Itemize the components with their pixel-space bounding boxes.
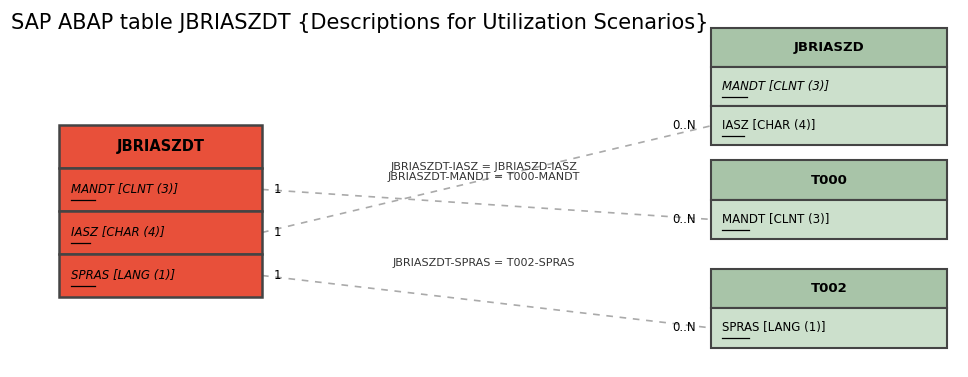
Text: 1: 1 — [274, 269, 281, 282]
Bar — [711, 67, 948, 106]
Text: 1: 1 — [274, 226, 281, 239]
Bar — [711, 308, 948, 348]
Text: T002: T002 — [810, 282, 847, 295]
Text: IASZ [CHAR (4)]: IASZ [CHAR (4)] — [71, 226, 165, 239]
Bar — [59, 254, 262, 297]
Text: 0..N: 0..N — [673, 119, 696, 132]
Bar — [711, 269, 948, 308]
Text: 0..N: 0..N — [673, 322, 696, 334]
Text: JBRIASZDT-IASZ = JBRIASZD-IASZ: JBRIASZDT-IASZ = JBRIASZD-IASZ — [390, 162, 578, 172]
Text: MANDT [CLNT (3)]: MANDT [CLNT (3)] — [722, 213, 830, 226]
Bar — [59, 125, 262, 168]
Text: JBRIASZDT-SPRAS = T002-SPRAS: JBRIASZDT-SPRAS = T002-SPRAS — [393, 258, 575, 268]
Text: MANDT [CLNT (3)]: MANDT [CLNT (3)] — [71, 183, 178, 196]
Text: JBRIASZD: JBRIASZD — [794, 41, 864, 54]
Bar — [711, 200, 948, 239]
Bar — [59, 168, 262, 211]
Text: SPRAS [LANG (1)]: SPRAS [LANG (1)] — [71, 269, 175, 282]
Bar — [59, 211, 262, 254]
Text: T000: T000 — [810, 173, 848, 187]
Text: JBRIASZDT: JBRIASZDT — [117, 139, 204, 154]
Bar — [711, 106, 948, 146]
Text: MANDT [CLNT (3)]: MANDT [CLNT (3)] — [722, 80, 830, 93]
Text: SPRAS [LANG (1)]: SPRAS [LANG (1)] — [722, 322, 826, 334]
Text: 0..N: 0..N — [673, 213, 696, 226]
Text: 1: 1 — [274, 183, 281, 196]
Text: JBRIASZDT-MANDT = T000-MANDT: JBRIASZDT-MANDT = T000-MANDT — [388, 172, 580, 182]
Bar — [711, 161, 948, 200]
Text: IASZ [CHAR (4)]: IASZ [CHAR (4)] — [722, 119, 816, 132]
Bar — [711, 28, 948, 67]
Text: SAP ABAP table JBRIASZDT {Descriptions for Utilization Scenarios}: SAP ABAP table JBRIASZDT {Descriptions f… — [11, 12, 709, 33]
